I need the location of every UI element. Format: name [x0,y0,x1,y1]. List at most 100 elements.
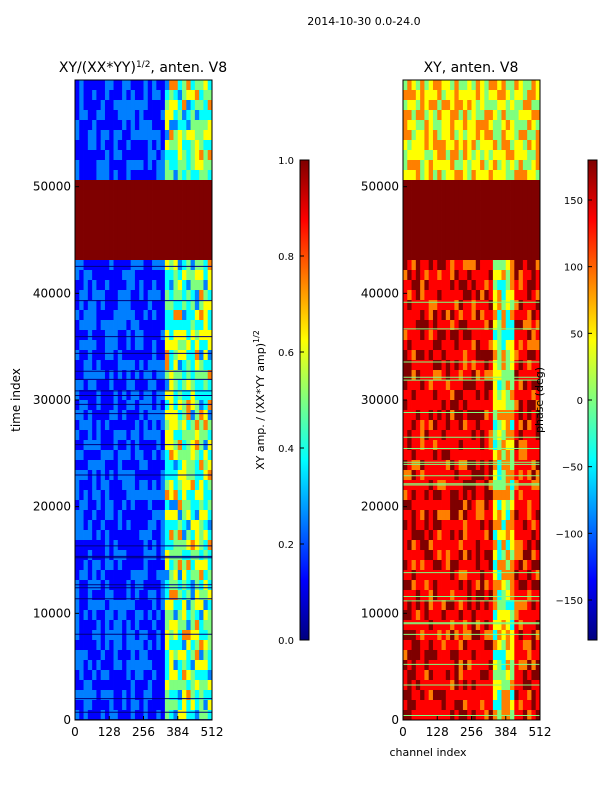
heatmap-cell [420,470,425,481]
heatmap-cell [467,700,472,711]
heatmap-cell [156,130,162,141]
heatmap-cell [186,120,191,131]
heatmap-cell [207,80,213,91]
heatmap-cell [104,90,110,101]
heatmap-cell [117,310,123,321]
heatmap-cell [437,80,442,91]
heatmap-cell [190,710,196,721]
heatmap-cell [518,420,524,431]
heatmap-cell [518,270,524,281]
heatmap-cell [445,440,451,451]
heatmap-cell [207,330,213,341]
heatmap-cell [190,230,196,241]
heatmap-cell [130,220,136,231]
heatmap-cell [109,600,114,611]
heatmap-cell [109,230,114,241]
heatmap-cell [109,610,114,621]
heatmap-cell [117,280,123,291]
heatmap-cell [83,480,89,491]
heatmap-cell [467,410,472,421]
heatmap-cell [488,530,494,541]
heatmap-cell [96,110,102,121]
heatmap-cell [531,570,537,581]
heatmap-cell [510,610,515,621]
heatmap-cell [454,190,460,201]
heatmap-cell [505,380,511,391]
heatmap-cell [522,420,528,431]
heatmap-cell [510,580,515,591]
heatmap-cell [407,700,412,711]
heatmap-cell [445,600,451,611]
heatmap-cell [126,360,132,371]
heatmap-cell [182,120,187,131]
heatmap-cell [143,520,149,531]
heatmap-cell [100,350,106,361]
heatmap-cell [510,150,515,161]
heatmap-cell [147,280,153,291]
heatmap-cell [454,490,460,501]
colorbar-tick-label: 100 [564,263,583,274]
heatmap-cell [122,600,127,611]
heatmap-cell [113,450,119,461]
heatmap-cell [458,90,464,101]
heatmap-cell [437,370,442,381]
heatmap-cell [182,570,187,581]
heatmap-cell [96,270,102,281]
heatmap-cell [432,500,438,511]
heatmap-cell [514,380,519,391]
heatmap-cell [182,270,187,281]
heatmap-cell [403,360,408,371]
heatmap-cell [492,510,498,521]
heatmap-cell [527,650,532,661]
heatmap-cell [484,560,490,571]
heatmap-cell [501,190,507,201]
heatmap-cell [75,600,80,611]
heatmap-cell [156,480,162,491]
heatmap-cell [488,380,494,391]
heatmap-cell [83,510,89,521]
heatmap-cell [458,140,464,151]
heatmap-cell [501,270,507,281]
heatmap-cell [75,220,80,231]
heatmap-cell [480,460,485,471]
heatmap-cell [186,270,191,281]
heatmap-cell [415,350,421,361]
heatmap-cell [186,520,191,531]
heatmap-cell [480,530,485,541]
heatmap-cell [522,590,528,601]
heatmap-cell [134,220,140,231]
heatmap-cell [471,110,477,121]
heatmap-cell [441,360,447,371]
heatmap-cell [518,570,524,581]
heatmap-cell [531,90,537,101]
heatmap-cell [147,600,153,611]
heatmap-cell [471,160,477,171]
heatmap-cell [475,360,481,371]
phase-title: XY, anten. V8 [424,60,519,76]
heatmap-cell [458,180,464,191]
heatmap-cell [415,410,421,421]
heatmap-cell [462,460,468,471]
heatmap-cell [139,430,144,441]
heatmap-cell [415,380,421,391]
heatmap-cell [437,550,442,561]
heatmap-cell [403,650,408,661]
heatmap-cell [432,640,438,651]
heatmap-cell [505,160,511,171]
heatmap-cell [96,300,102,311]
heatmap-cell [407,340,412,351]
heatmap-cell [134,460,140,471]
heatmap-cell [156,140,162,151]
heatmap-cell [164,690,170,701]
heatmap-cell [527,330,532,341]
heatmap-cell [104,350,110,361]
heatmap-cell [535,320,541,331]
heatmap-cell [475,700,481,711]
heatmap-cell [83,710,89,721]
heatmap-cell [445,540,451,551]
heatmap-cell [126,290,132,301]
heatmap-cell [510,310,515,321]
heatmap-cell [527,580,532,591]
heatmap-cell [471,620,477,631]
heatmap-cell [75,520,80,531]
